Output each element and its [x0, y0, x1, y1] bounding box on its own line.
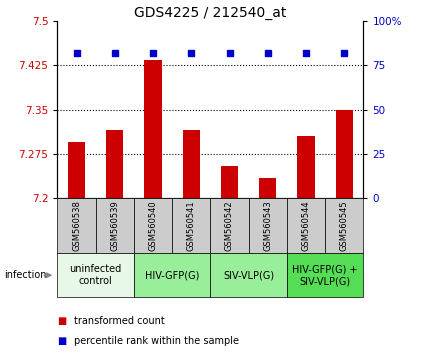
Bar: [325, 198, 363, 253]
Text: GSM560543: GSM560543: [263, 200, 272, 251]
Text: GSM560538: GSM560538: [72, 200, 81, 251]
Text: GSM560541: GSM560541: [187, 200, 196, 251]
Title: GDS4225 / 212540_at: GDS4225 / 212540_at: [134, 6, 286, 20]
Bar: [287, 198, 325, 253]
Bar: [172, 198, 210, 253]
Bar: [221, 166, 238, 198]
Text: uninfected
control: uninfected control: [70, 264, 122, 286]
Text: ■: ■: [57, 336, 67, 346]
Bar: [134, 198, 172, 253]
Text: percentile rank within the sample: percentile rank within the sample: [74, 336, 239, 346]
Bar: [57, 198, 96, 253]
Text: GSM560540: GSM560540: [148, 200, 158, 251]
Text: ■: ■: [57, 316, 67, 326]
Bar: [259, 178, 276, 198]
Bar: [210, 198, 249, 253]
Bar: [210, 253, 287, 297]
Text: GSM560539: GSM560539: [110, 200, 119, 251]
Bar: [68, 142, 85, 198]
Bar: [298, 136, 314, 198]
Text: HIV-GFP(G) +
SIV-VLP(G): HIV-GFP(G) + SIV-VLP(G): [292, 264, 358, 286]
Bar: [96, 198, 134, 253]
Text: transformed count: transformed count: [74, 316, 165, 326]
Bar: [183, 130, 200, 198]
Bar: [134, 253, 210, 297]
Text: HIV-GFP(G): HIV-GFP(G): [145, 270, 199, 280]
Bar: [57, 253, 134, 297]
Bar: [144, 59, 162, 198]
Bar: [287, 253, 363, 297]
Text: SIV-VLP(G): SIV-VLP(G): [223, 270, 274, 280]
Bar: [249, 198, 287, 253]
Text: infection: infection: [4, 270, 47, 280]
Text: GSM560542: GSM560542: [225, 200, 234, 251]
Bar: [336, 110, 353, 198]
Text: GSM560545: GSM560545: [340, 200, 349, 251]
Text: GSM560544: GSM560544: [301, 200, 311, 251]
Bar: [106, 130, 123, 198]
